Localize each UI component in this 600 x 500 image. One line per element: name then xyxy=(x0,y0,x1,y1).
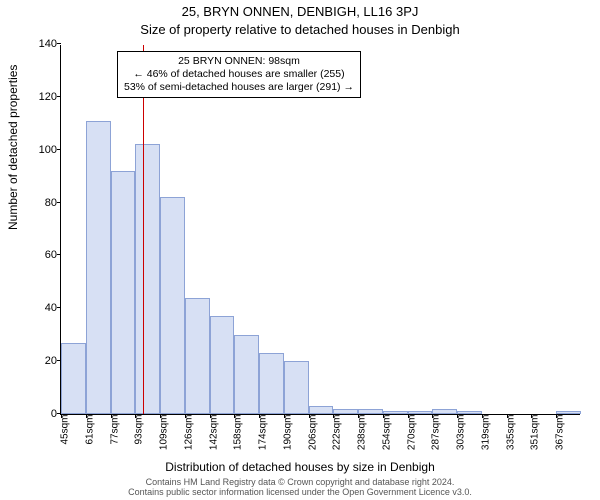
x-tick-label: 109sqm xyxy=(159,415,170,451)
y-tick-label: 140 xyxy=(27,38,57,50)
y-tick-label: 40 xyxy=(27,302,57,314)
x-tick-label: 142sqm xyxy=(208,415,219,451)
x-tick-label: 61sqm xyxy=(84,415,95,445)
x-tick-label: 174sqm xyxy=(258,415,269,451)
chart-sub-title: Size of property relative to detached ho… xyxy=(0,22,600,37)
y-tick-mark xyxy=(57,202,61,203)
x-tick-label: 351sqm xyxy=(530,415,541,451)
chart-container: 25, BRYN ONNEN, DENBIGH, LL16 3PJ Size o… xyxy=(0,0,600,500)
annotation-line1: 25 BRYN ONNEN: 98sqm xyxy=(124,55,354,68)
y-tick-mark xyxy=(57,96,61,97)
x-tick-label: 93sqm xyxy=(134,415,145,445)
histogram-bar xyxy=(284,361,309,414)
x-tick-label: 77sqm xyxy=(109,415,120,445)
y-tick-label: 60 xyxy=(27,249,57,261)
x-tick-label: 45sqm xyxy=(60,415,71,445)
annotation-line2: ← 46% of detached houses are smaller (25… xyxy=(124,68,354,81)
x-tick-label: 238sqm xyxy=(357,415,368,451)
annotation-box: 25 BRYN ONNEN: 98sqm ← 46% of detached h… xyxy=(117,51,361,98)
y-tick-mark xyxy=(57,43,61,44)
x-tick-label: 126sqm xyxy=(183,415,194,451)
x-tick-label: 206sqm xyxy=(307,415,318,451)
histogram-bar xyxy=(160,197,185,414)
y-tick-mark xyxy=(57,254,61,255)
x-tick-label: 319sqm xyxy=(480,415,491,451)
y-tick-label: 0 xyxy=(27,408,57,420)
y-tick-label: 80 xyxy=(27,197,57,209)
y-tick-label: 20 xyxy=(27,355,57,367)
x-tick-label: 303sqm xyxy=(456,415,467,451)
x-tick-label: 222sqm xyxy=(332,415,343,451)
histogram-bar xyxy=(61,343,86,414)
histogram-bar xyxy=(358,409,383,414)
histogram-bar xyxy=(432,409,457,414)
histogram-bar xyxy=(259,353,284,414)
histogram-bar xyxy=(309,406,334,414)
y-tick-label: 120 xyxy=(27,91,57,103)
y-tick-mark xyxy=(57,149,61,150)
annotation-line3: 53% of semi-detached houses are larger (… xyxy=(124,81,354,94)
y-tick-mark xyxy=(57,307,61,308)
histogram-bar xyxy=(111,171,136,414)
histogram-bar xyxy=(210,316,235,414)
x-tick-label: 158sqm xyxy=(233,415,244,451)
x-tick-label: 254sqm xyxy=(381,415,392,451)
x-tick-label: 287sqm xyxy=(431,415,442,451)
reference-line xyxy=(143,45,144,414)
footer-line2: Contains public sector information licen… xyxy=(0,488,600,498)
x-tick-label: 335sqm xyxy=(505,415,516,451)
y-axis-label: Number of detached properties xyxy=(6,65,20,230)
x-tick-label: 270sqm xyxy=(406,415,417,451)
attribution-footer: Contains HM Land Registry data © Crown c… xyxy=(0,478,600,498)
x-tick-label: 190sqm xyxy=(282,415,293,451)
histogram-bar xyxy=(135,144,160,414)
chart-super-title: 25, BRYN ONNEN, DENBIGH, LL16 3PJ xyxy=(0,4,600,19)
x-axis-label: Distribution of detached houses by size … xyxy=(0,460,600,474)
histogram-bar xyxy=(234,335,259,414)
histogram-bar xyxy=(333,409,358,414)
histogram-bar xyxy=(185,298,210,414)
histogram-bar xyxy=(86,121,111,414)
x-tick-label: 367sqm xyxy=(555,415,566,451)
y-tick-label: 100 xyxy=(27,144,57,156)
plot-area: 02040608010012014045sqm61sqm77sqm93sqm10… xyxy=(60,45,580,415)
